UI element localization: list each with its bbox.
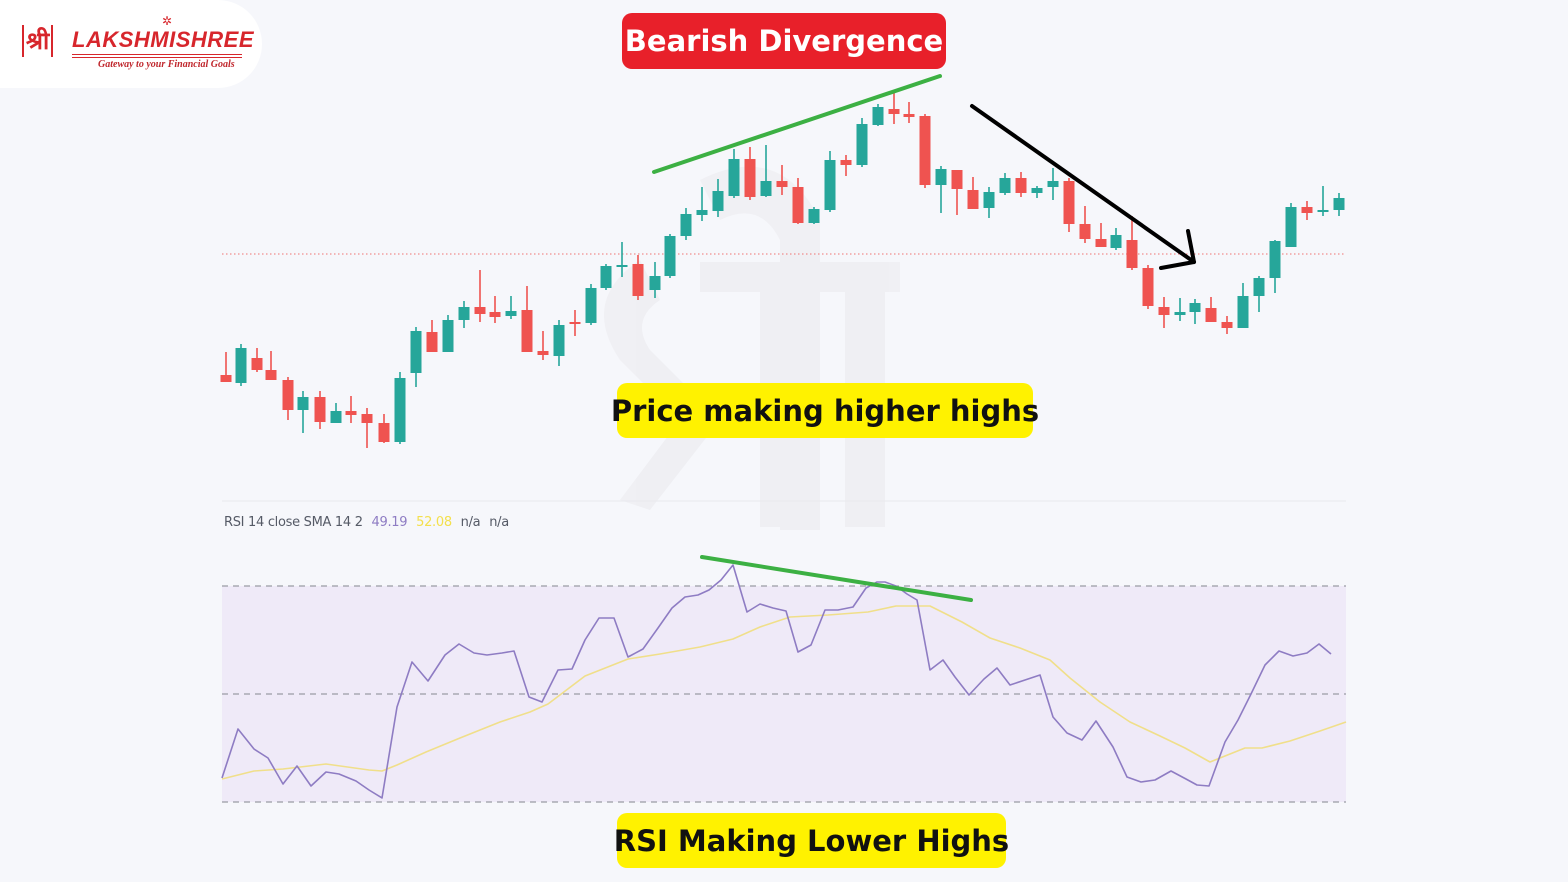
price-higher-highs-label: Price making higher highs: [611, 383, 1039, 438]
candle: [505, 296, 517, 319]
candle: [840, 155, 852, 176]
candle: [361, 408, 373, 448]
rsi-legend-extra-1: n/a: [460, 515, 481, 530]
candle: [251, 348, 263, 372]
candle: [712, 179, 724, 217]
rsi-lower-highs-label: RSI Making Lower Highs: [614, 813, 1009, 868]
candle: [265, 351, 277, 380]
candle: [951, 170, 963, 215]
candle: [856, 118, 868, 167]
candle: [935, 166, 947, 213]
candle: [744, 147, 756, 200]
logo-tagline: Gateway to your Financial Goals: [98, 59, 235, 70]
logo-star-icon: ✲: [162, 14, 173, 28]
watermark-shree: [604, 166, 900, 530]
candle: [903, 102, 915, 123]
candle: [394, 372, 406, 444]
candle: [1317, 186, 1329, 216]
title-badge: Bearish Divergence: [622, 13, 946, 69]
candle: [680, 208, 692, 240]
logo-underline: [72, 54, 242, 58]
candle: [1063, 178, 1075, 232]
candle: [824, 151, 836, 212]
price-higher-highs-trendline: [652, 74, 942, 174]
candle: [1189, 299, 1201, 324]
candle: [330, 403, 342, 423]
candle: [776, 165, 788, 195]
candle: [1301, 201, 1313, 220]
candle: [1110, 228, 1122, 250]
rsi-chart: [221, 555, 1347, 803]
candle: [314, 391, 326, 429]
candle: [649, 262, 661, 298]
candle: [235, 344, 247, 386]
candle: [537, 331, 549, 360]
candle: [728, 149, 740, 198]
candle: [1221, 316, 1233, 334]
candle: [792, 178, 804, 224]
candle: [569, 310, 581, 336]
candle: [1047, 168, 1059, 200]
candle: [1142, 265, 1154, 309]
candle: [760, 145, 772, 197]
rsi-legend: RSI 14 close SMA 14 2 49.19 52.08 n/a n/…: [224, 515, 514, 530]
candle: [297, 391, 309, 433]
candle: [696, 187, 708, 221]
logo-mark: श्री: [20, 24, 55, 58]
candle: [1205, 297, 1217, 322]
candle: [220, 352, 232, 382]
candle: [600, 264, 612, 290]
candle: [442, 315, 454, 352]
logo-bar-left: [22, 25, 24, 57]
candle: [489, 296, 501, 323]
price-chart: [220, 74, 1346, 448]
candle: [632, 255, 644, 300]
candle: [888, 92, 900, 124]
candle: [919, 114, 931, 188]
candle: [616, 242, 628, 277]
candle: [1079, 206, 1091, 243]
rsi-legend-rsi-value: 49.19: [371, 515, 408, 530]
logo: श्री ✲ LAKSHMISHREE Gateway to your Fina…: [0, 0, 262, 88]
sma-line: [221, 605, 1347, 780]
logo-name: LAKSHMISHREE: [72, 27, 255, 52]
candle: [999, 173, 1011, 195]
candle: [1126, 216, 1138, 270]
candle: [1031, 186, 1043, 198]
candle: [1237, 283, 1249, 328]
candle: [585, 284, 597, 325]
candle: [1285, 203, 1297, 247]
rsi-legend-extra-2: n/a: [489, 515, 509, 530]
logo-shree-glyph: श्री: [26, 27, 50, 55]
rsi-legend-sma-value: 52.08: [416, 515, 452, 530]
candle: [1269, 240, 1281, 293]
downtrend-arrow-icon: [970, 104, 1196, 270]
candle: [1015, 172, 1027, 197]
candle: [553, 320, 565, 366]
candle: [664, 234, 676, 278]
candle: [282, 377, 294, 420]
candle: [1333, 193, 1345, 216]
candle: [410, 327, 422, 387]
candle: [1158, 297, 1170, 328]
candle: [378, 414, 390, 443]
candle: [983, 187, 995, 218]
candle: [1095, 223, 1107, 247]
candle: [345, 396, 357, 423]
candle: [1174, 298, 1186, 321]
logo-bar-right: [51, 25, 54, 57]
candle: [474, 270, 486, 322]
rsi-lower-highs-trendline: [700, 555, 973, 602]
rsi-line: [221, 564, 1332, 799]
candle: [426, 320, 438, 352]
candle: [808, 207, 820, 224]
candle: [521, 286, 533, 352]
candle: [872, 104, 884, 126]
candle: [967, 177, 979, 209]
candle: [458, 301, 470, 328]
candle: [1253, 276, 1265, 312]
rsi-legend-name: RSI 14 close SMA 14 2: [224, 515, 363, 530]
